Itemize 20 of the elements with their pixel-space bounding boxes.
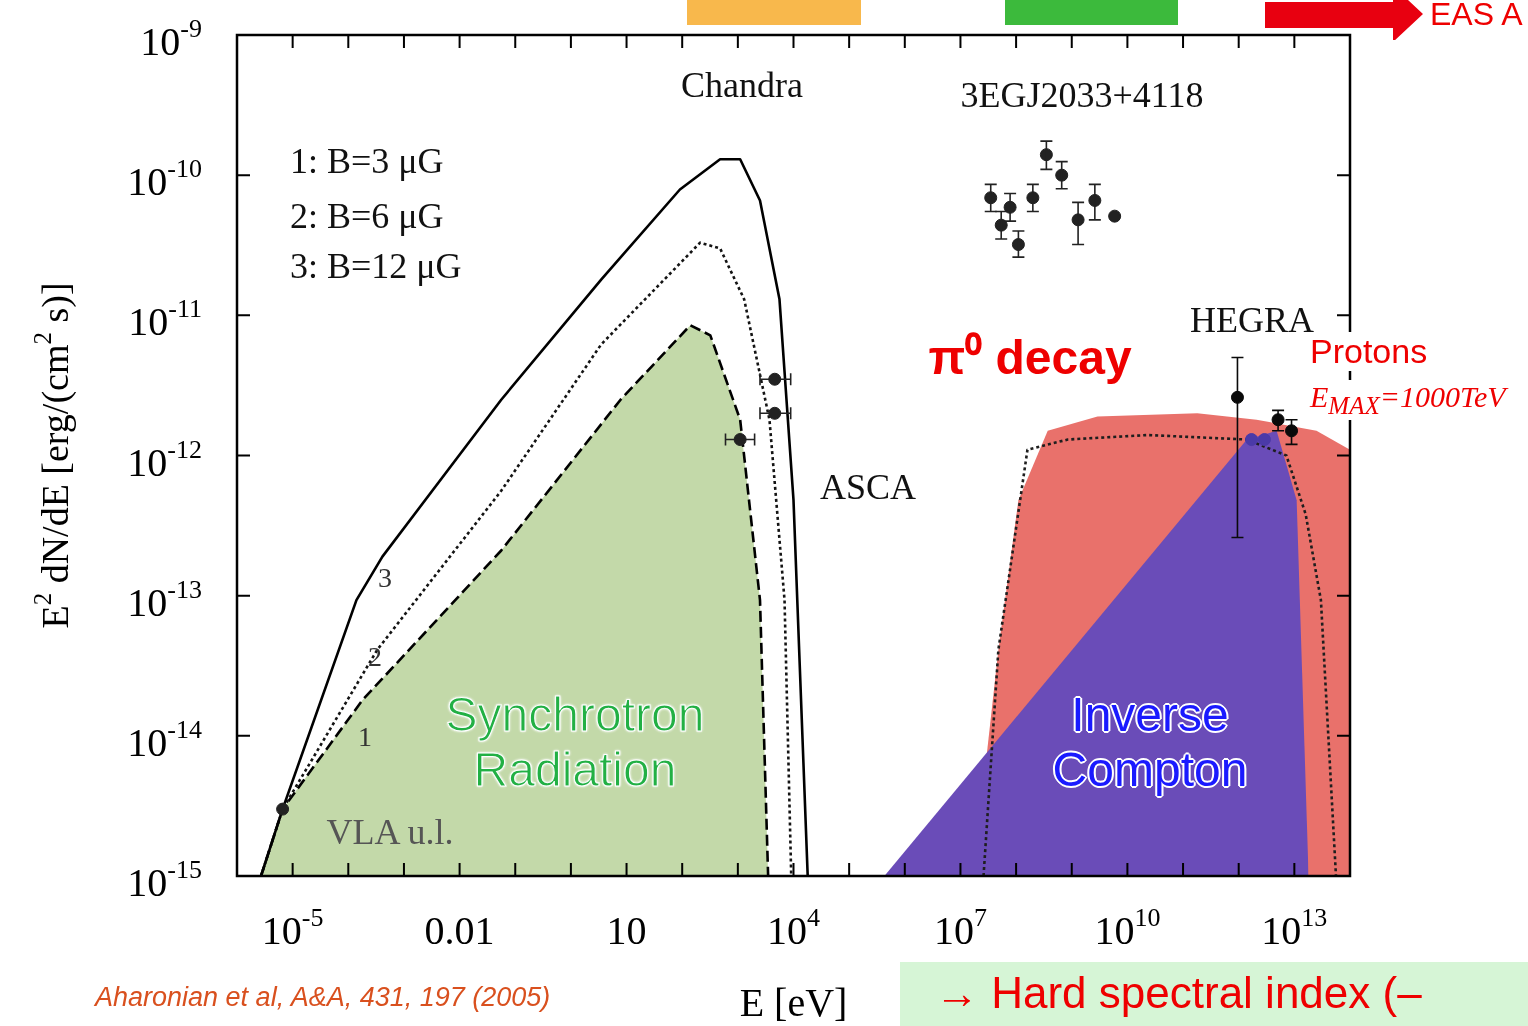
annotation: 2: B=6 μG: [290, 195, 444, 237]
annotation: Chandra: [681, 64, 803, 106]
annotation: 3EGJ2033+4118: [960, 74, 1204, 116]
annotation: VLA u.l.: [326, 811, 454, 853]
text: Aharonian et al, A&A, 431, 197 (2005): [95, 982, 551, 1013]
text: EAS A: [1430, 0, 1523, 33]
text: → Hard spectral index (–: [935, 968, 1422, 1018]
annotation: 3: [378, 562, 392, 594]
x-tick-label: 0.01: [424, 908, 495, 953]
x-tick-label: 10: [606, 908, 647, 953]
annotation: 3: B=12 μG: [290, 245, 462, 287]
x-axis-title: E [eV]: [739, 980, 848, 1025]
y-axis-title: E2 dN/dE [erg/(cm2 s)]: [28, 282, 77, 629]
annotation: Protons: [1310, 332, 1428, 371]
annotation: ASCA: [819, 466, 917, 508]
annotation: 1: B=3 μG: [290, 140, 444, 182]
annotation: π⁰ decay: [928, 329, 1132, 386]
annotation: 1: [358, 721, 372, 753]
annotation: Synchrotron Radiation: [445, 687, 705, 797]
annotation: Inverse Compton: [1052, 687, 1248, 797]
